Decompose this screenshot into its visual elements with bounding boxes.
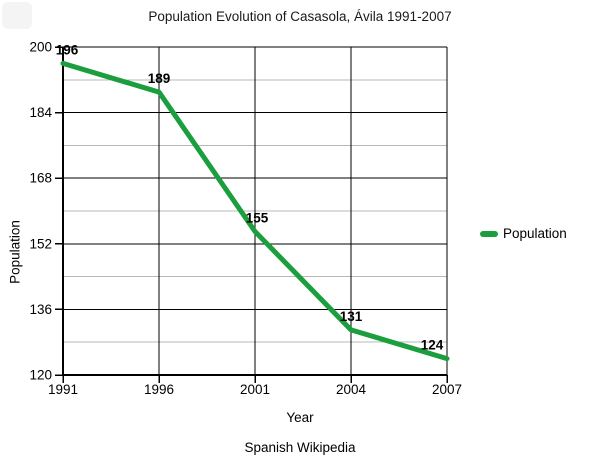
y-tick-label: 184 <box>29 105 52 120</box>
x-tick-label: 1991 <box>48 382 78 397</box>
corner-smudge <box>2 2 32 29</box>
y-tick-label: 120 <box>29 368 52 383</box>
y-tick-label: 136 <box>29 302 52 317</box>
data-point-label: 131 <box>340 309 363 324</box>
x-tick-label: 2001 <box>240 382 270 397</box>
x-tick-label: 2004 <box>336 382 367 397</box>
x-tick-label: 1996 <box>144 382 174 397</box>
source-caption: Spanish Wikipedia <box>244 440 356 455</box>
data-point-label: 155 <box>246 211 269 226</box>
chart-title: Population Evolution of Casasola, Ávila … <box>148 9 452 24</box>
y-tick-label: 152 <box>29 236 52 251</box>
data-point-label: 196 <box>56 42 79 57</box>
x-axis-title: Year <box>286 410 314 425</box>
legend: Population <box>480 226 567 241</box>
legend-label: Population <box>503 226 567 241</box>
data-point-label: 124 <box>421 338 444 353</box>
y-tick-label: 200 <box>29 40 52 55</box>
x-tick-label: 2007 <box>432 382 462 397</box>
legend-swatch <box>480 230 498 237</box>
data-point-label: 189 <box>148 71 171 86</box>
population-line <box>60 60 450 362</box>
y-tick-label: 168 <box>29 171 52 186</box>
